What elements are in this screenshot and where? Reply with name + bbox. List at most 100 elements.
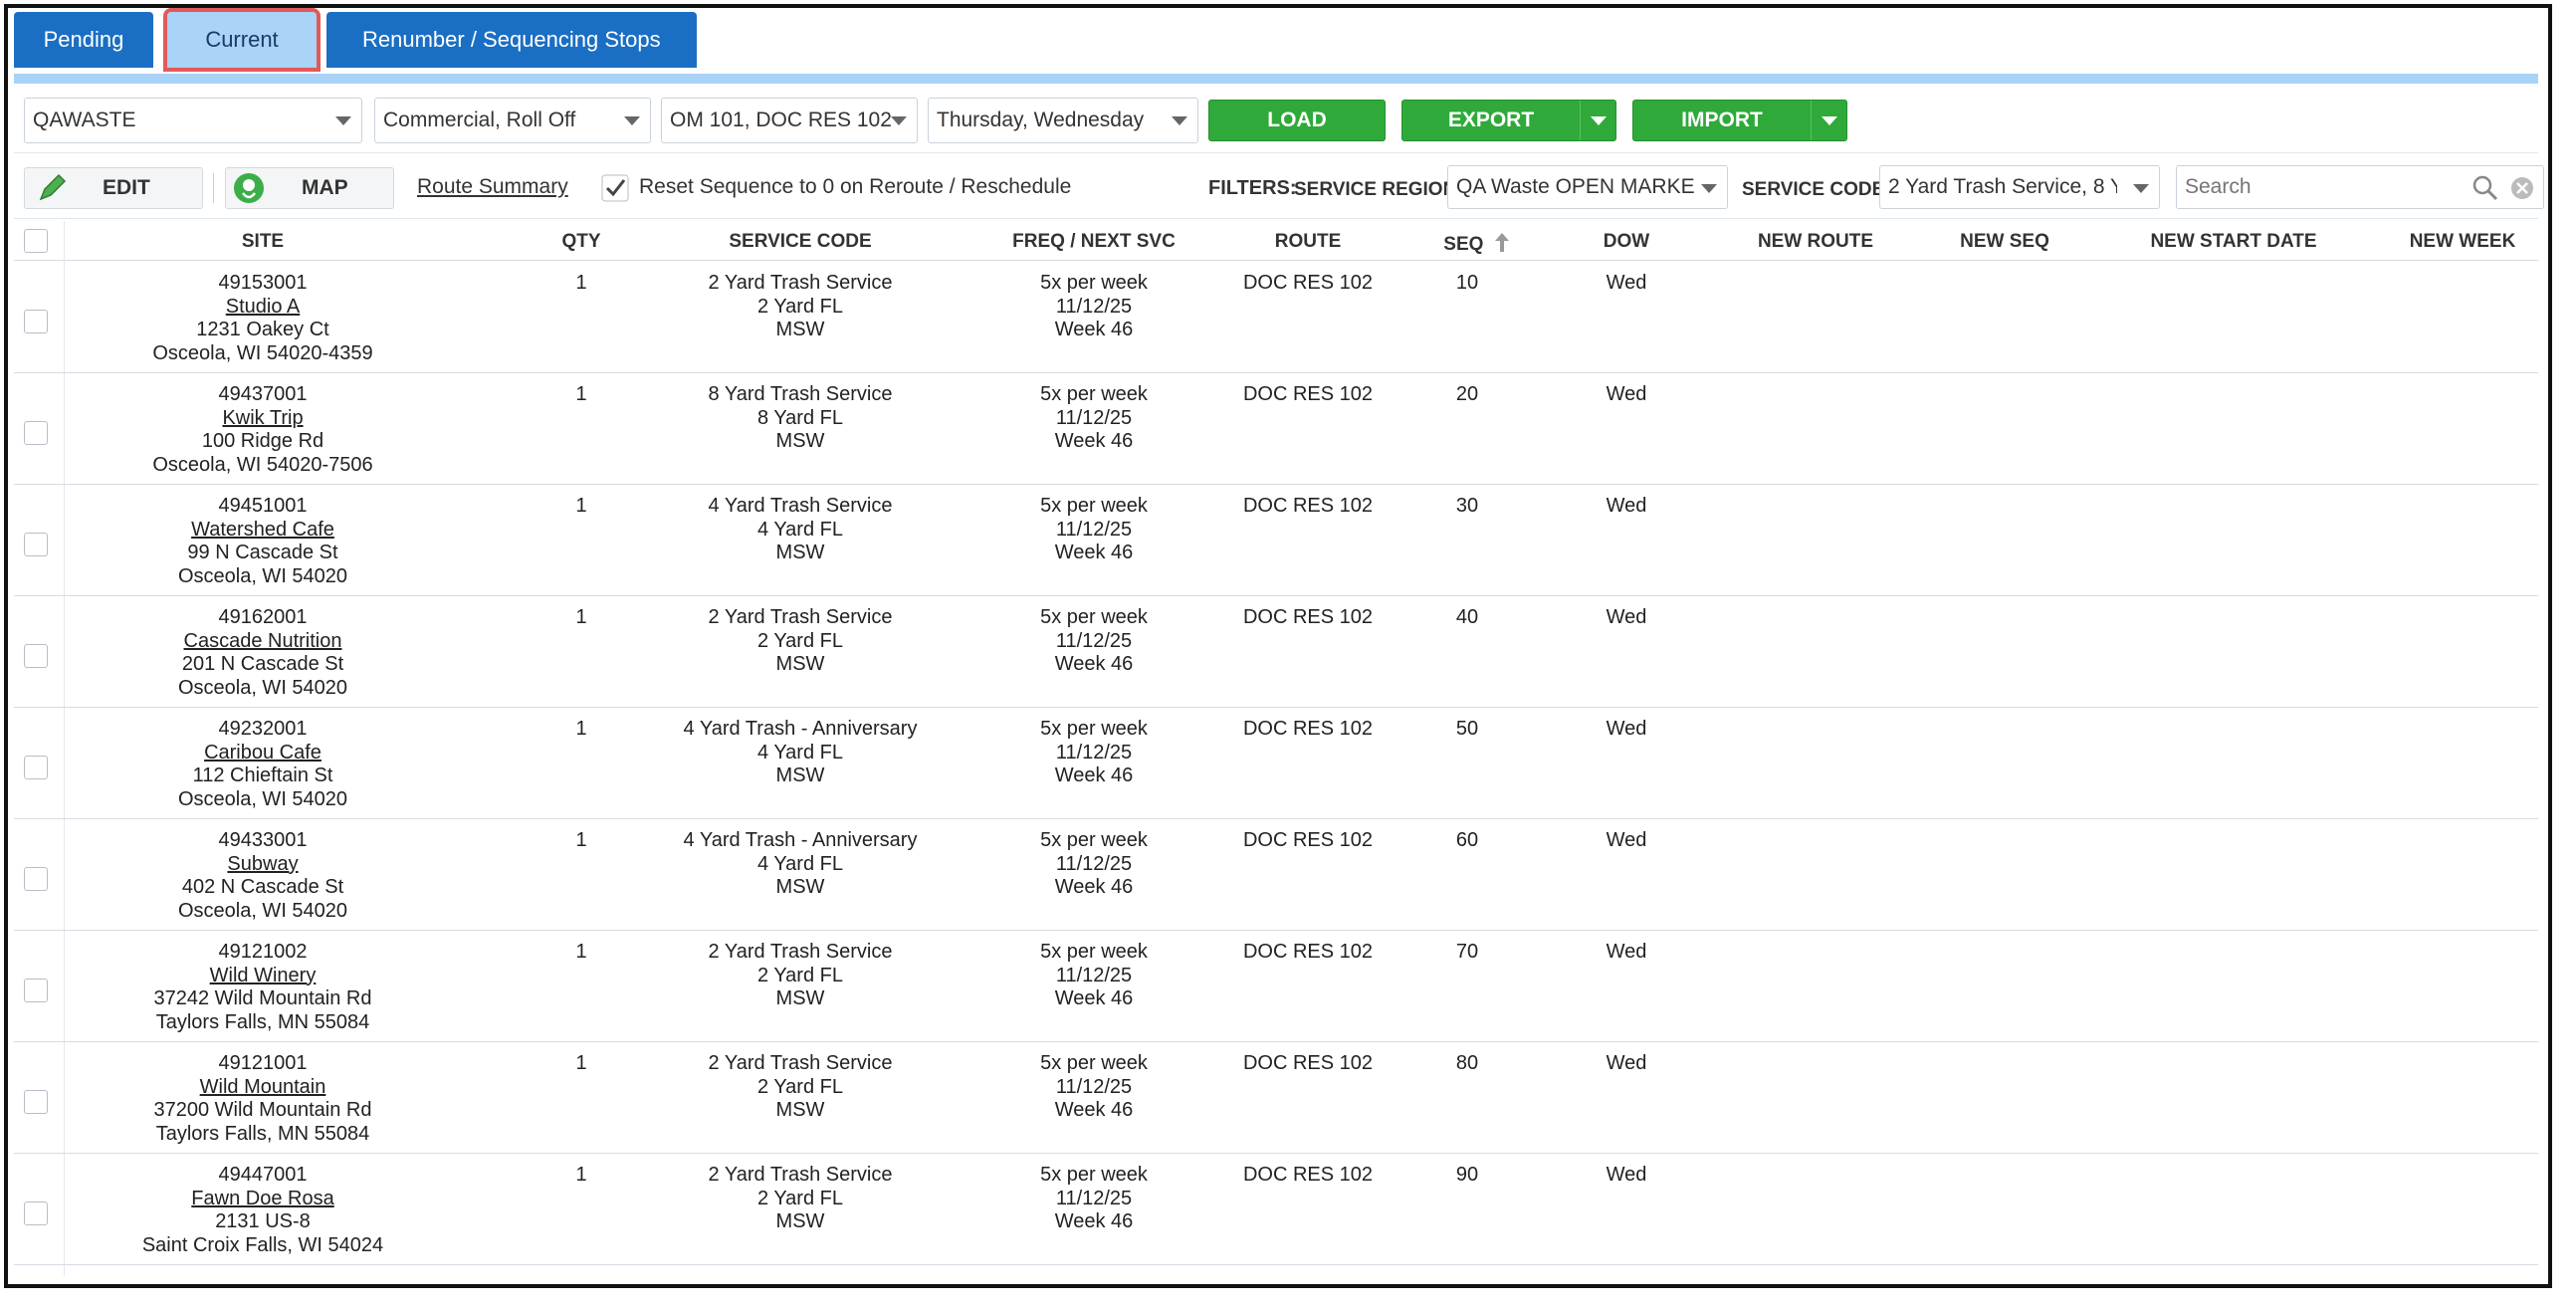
site-name-link[interactable]: Fawn Doe Rosa: [191, 1187, 334, 1209]
routes-select[interactable]: OM 101, DOC RES 102: [661, 98, 918, 143]
table-row[interactable]: 49162001 Cascade Nutrition 201 N Cascade…: [14, 596, 2538, 708]
new-seq-cell[interactable]: [1925, 941, 2084, 1030]
site-name-link[interactable]: Wild Mountain: [199, 1075, 326, 1098]
site-name-link[interactable]: Cascade Nutrition: [183, 629, 342, 652]
new-start-date-cell[interactable]: [2124, 1052, 2343, 1142]
new-seq-cell[interactable]: [1925, 1052, 2084, 1142]
row-checkbox[interactable]: [24, 756, 48, 779]
export-dropdown-toggle[interactable]: [1580, 101, 1615, 140]
row-checkbox[interactable]: [24, 644, 48, 668]
row-checkbox[interactable]: [24, 867, 48, 891]
new-route-cell[interactable]: [1726, 1164, 1905, 1253]
new-seq-cell[interactable]: [1925, 1164, 2084, 1253]
tab-pending[interactable]: Pending: [14, 12, 153, 68]
service-region-select[interactable]: QA Waste OPEN MARKE: [1447, 165, 1728, 209]
table-row[interactable]: 49121002 Wild Winery 37242 Wild Mountain…: [14, 931, 2538, 1042]
table-row[interactable]: 49153001 Studio A 1231 Oakey Ct Osceola,…: [14, 262, 2538, 373]
new-start-date-cell[interactable]: [2124, 272, 2343, 361]
site-name-link[interactable]: Kwik Trip: [222, 406, 304, 429]
row-checkbox[interactable]: [24, 533, 48, 556]
new-week-cell[interactable]: [2383, 272, 2542, 361]
new-seq-cell[interactable]: [1925, 606, 2084, 696]
export-button[interactable]: EXPORT: [1401, 100, 1616, 141]
site-name-link[interactable]: Studio A: [225, 295, 301, 318]
new-route-cell[interactable]: [1726, 718, 1905, 807]
frequency: 5x per week: [1040, 606, 1148, 628]
load-button[interactable]: LOAD: [1208, 100, 1386, 141]
search-box[interactable]: [2176, 165, 2544, 209]
col-new-route[interactable]: NEW ROUTE: [1757, 231, 1874, 252]
service-code-select[interactable]: 2 Yard Trash Service, 8 Y: [1879, 165, 2160, 209]
col-qty[interactable]: QTY: [561, 231, 601, 252]
site-name-link[interactable]: Caribou Cafe: [204, 741, 322, 764]
new-start-date-cell[interactable]: [2124, 718, 2343, 807]
import-dropdown-toggle[interactable]: [1811, 101, 1846, 140]
new-seq-cell[interactable]: [1925, 383, 2084, 473]
tab-renumber-sequencing[interactable]: Renumber / Sequencing Stops: [326, 12, 697, 68]
row-checkbox[interactable]: [24, 421, 48, 445]
days-select[interactable]: Thursday, Wednesday: [928, 98, 1198, 143]
row-checkbox[interactable]: [24, 1201, 48, 1225]
new-week-cell[interactable]: [2383, 718, 2542, 807]
import-button[interactable]: IMPORT: [1632, 100, 1847, 141]
map-button[interactable]: MAP: [225, 167, 394, 209]
new-week-cell[interactable]: [2383, 606, 2542, 696]
col-new-week[interactable]: NEW WEEK: [2409, 231, 2516, 252]
company-select[interactable]: QAWASTE: [24, 98, 362, 143]
row-checkbox[interactable]: [24, 979, 48, 1002]
col-seq[interactable]: SEQ: [1437, 231, 1517, 256]
table-row[interactable]: 49437001 Kwik Trip 100 Ridge Rd Osceola,…: [14, 373, 2538, 485]
new-start-date-cell[interactable]: [2124, 606, 2343, 696]
row-checkbox[interactable]: [24, 310, 48, 333]
new-route-cell[interactable]: [1726, 941, 1905, 1030]
new-week-cell[interactable]: [2383, 495, 2542, 584]
reset-sequence-checkbox[interactable]: [601, 174, 629, 207]
new-route-cell[interactable]: [1726, 606, 1905, 696]
new-start-date-cell[interactable]: [2124, 941, 2343, 1030]
table-row[interactable]: 49121001 Wild Mountain 37200 Wild Mounta…: [14, 1042, 2538, 1154]
edit-button[interactable]: EDIT: [24, 167, 203, 209]
search-input[interactable]: [2185, 175, 2454, 199]
site-name-link[interactable]: Watershed Cafe: [191, 518, 334, 541]
new-seq-cell[interactable]: [1925, 272, 2084, 361]
new-week-cell[interactable]: [2383, 829, 2542, 919]
new-route-cell[interactable]: [1726, 383, 1905, 473]
col-route[interactable]: ROUTE: [1274, 231, 1342, 252]
new-route-cell[interactable]: [1726, 829, 1905, 919]
new-route-cell[interactable]: [1726, 1052, 1905, 1142]
new-seq-cell[interactable]: [1925, 829, 2084, 919]
col-new-start-date[interactable]: NEW START DATE: [2150, 231, 2317, 252]
new-start-date-cell[interactable]: [2124, 829, 2343, 919]
new-week-cell[interactable]: [2383, 1164, 2542, 1253]
new-seq-cell[interactable]: [1925, 718, 2084, 807]
service-code-label: SERVICE CODE: [1742, 179, 1885, 200]
new-week-cell[interactable]: [2383, 941, 2542, 1030]
new-week-cell[interactable]: [2383, 1052, 2542, 1142]
new-seq-cell[interactable]: [1925, 495, 2084, 584]
category-select[interactable]: Commercial, Roll Off: [374, 98, 651, 143]
table-row[interactable]: 49232001 Caribou Cafe 112 Chieftain St O…: [14, 708, 2538, 819]
col-freq-next-svc[interactable]: FREQ / NEXT SVC: [1012, 231, 1176, 252]
site-name-link[interactable]: Wild Winery: [209, 964, 317, 986]
select-all-checkbox[interactable]: [24, 229, 48, 253]
new-week-cell[interactable]: [2383, 383, 2542, 473]
col-service-code[interactable]: SERVICE CODE: [729, 231, 872, 252]
clear-icon[interactable]: [2509, 175, 2535, 201]
new-route-cell[interactable]: [1726, 272, 1905, 361]
col-site[interactable]: SITE: [241, 231, 285, 252]
table-row[interactable]: 49447001 Fawn Doe Rosa 2131 US-8 Saint C…: [14, 1154, 2538, 1265]
service-name: 2 Yard Trash Service: [708, 272, 893, 294]
new-route-cell[interactable]: [1726, 495, 1905, 584]
col-dow[interactable]: DOW: [1603, 231, 1650, 252]
col-new-seq[interactable]: NEW SEQ: [1960, 231, 2049, 252]
search-icon[interactable]: [2471, 174, 2499, 202]
table-row[interactable]: 49451001 Watershed Cafe 99 N Cascade St …: [14, 485, 2538, 596]
row-checkbox[interactable]: [24, 1090, 48, 1114]
tab-current[interactable]: Current: [163, 8, 321, 72]
route-summary-link[interactable]: Route Summary: [417, 175, 568, 198]
new-start-date-cell[interactable]: [2124, 495, 2343, 584]
new-start-date-cell[interactable]: [2124, 1164, 2343, 1253]
new-start-date-cell[interactable]: [2124, 383, 2343, 473]
table-row[interactable]: 49433001 Subway 402 N Cascade St Osceola…: [14, 819, 2538, 931]
site-name-link[interactable]: Subway: [227, 852, 299, 875]
